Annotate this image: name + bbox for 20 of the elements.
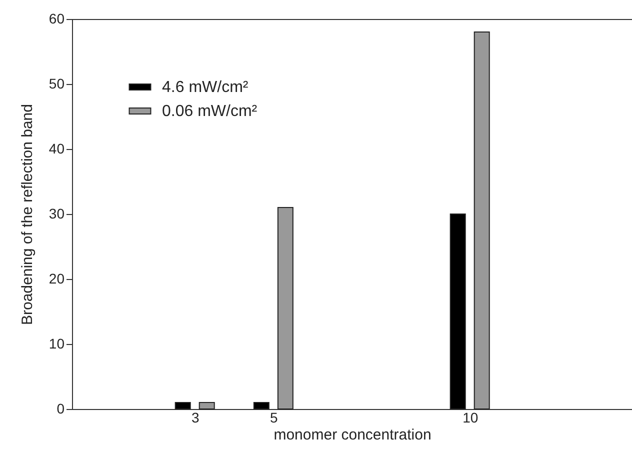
bar: [174, 402, 191, 410]
y-tick-label: 30: [48, 206, 65, 222]
legend-label: 0.06 mW/cm²: [162, 103, 258, 120]
x-axis-title: monomer concentration: [274, 426, 432, 444]
y-axis-title: Broadening of the reflection band: [18, 104, 36, 325]
bar: [253, 402, 270, 410]
legend-label: 4.6 mW/cm²: [162, 79, 249, 96]
x-tick-label: 10: [462, 410, 478, 426]
bar: [198, 402, 215, 410]
bar: [474, 32, 490, 410]
y-tick-label: 50: [48, 76, 65, 92]
x-tick-label: 5: [270, 410, 278, 426]
bar: [450, 214, 466, 410]
y-tick-label: 40: [48, 140, 65, 156]
y-tick-label: 20: [48, 270, 65, 286]
bar: [277, 207, 294, 410]
y-tick-label: 60: [48, 10, 65, 26]
x-tick-label: 3: [191, 410, 200, 426]
y-tick-label: 10: [48, 336, 65, 352]
y-tick-label: 0: [56, 400, 65, 416]
